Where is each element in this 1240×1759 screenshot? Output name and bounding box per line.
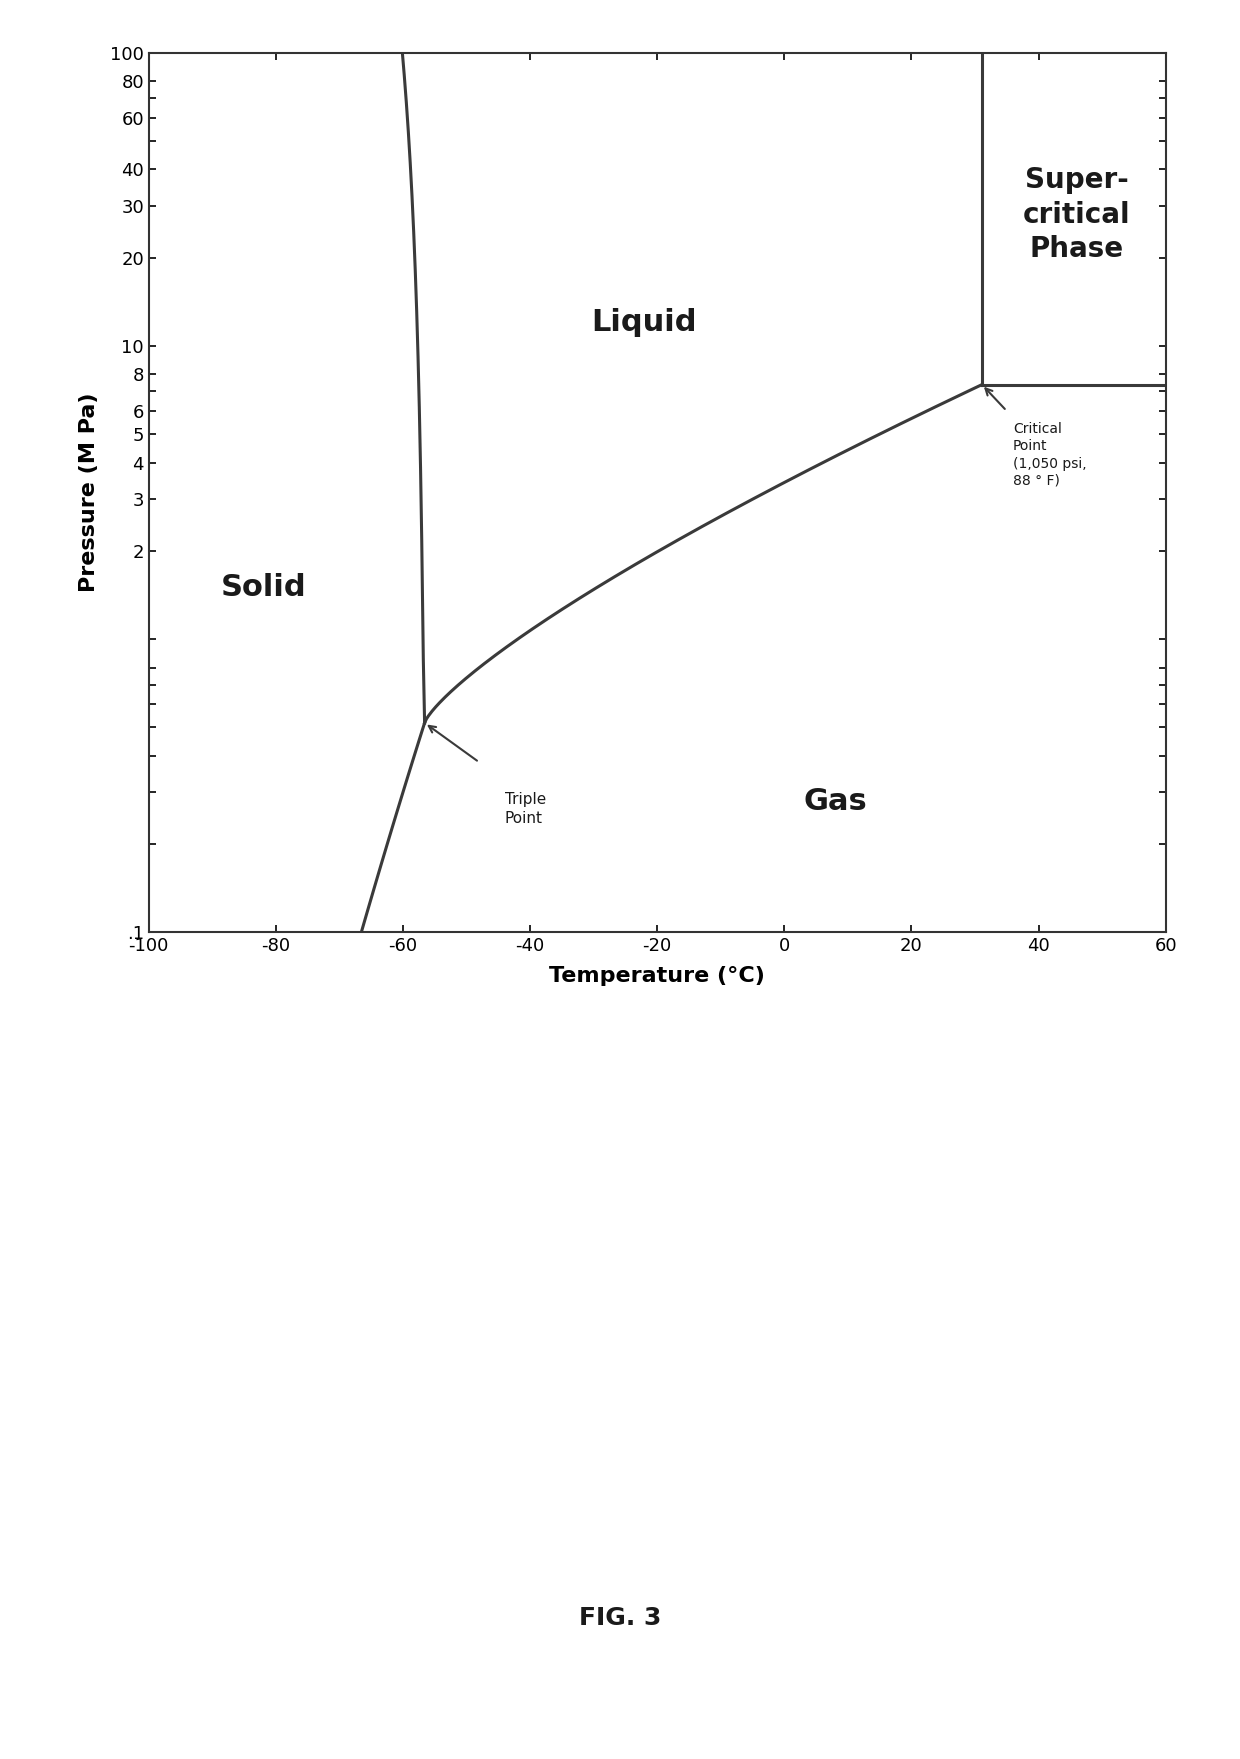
- Text: Critical
Point
(1,050 psi,
88 ° F): Critical Point (1,050 psi, 88 ° F): [1013, 422, 1086, 487]
- Text: Super-
critical
Phase: Super- critical Phase: [1023, 167, 1131, 264]
- Text: Solid: Solid: [221, 573, 306, 602]
- Text: FIG. 3: FIG. 3: [579, 1606, 661, 1631]
- Text: Liquid: Liquid: [591, 308, 697, 338]
- Y-axis label: Pressure (M Pa): Pressure (M Pa): [79, 392, 99, 593]
- Text: Gas: Gas: [804, 786, 867, 816]
- X-axis label: Temperature (°C): Temperature (°C): [549, 966, 765, 987]
- Text: Triple
Point: Triple Point: [505, 792, 546, 827]
